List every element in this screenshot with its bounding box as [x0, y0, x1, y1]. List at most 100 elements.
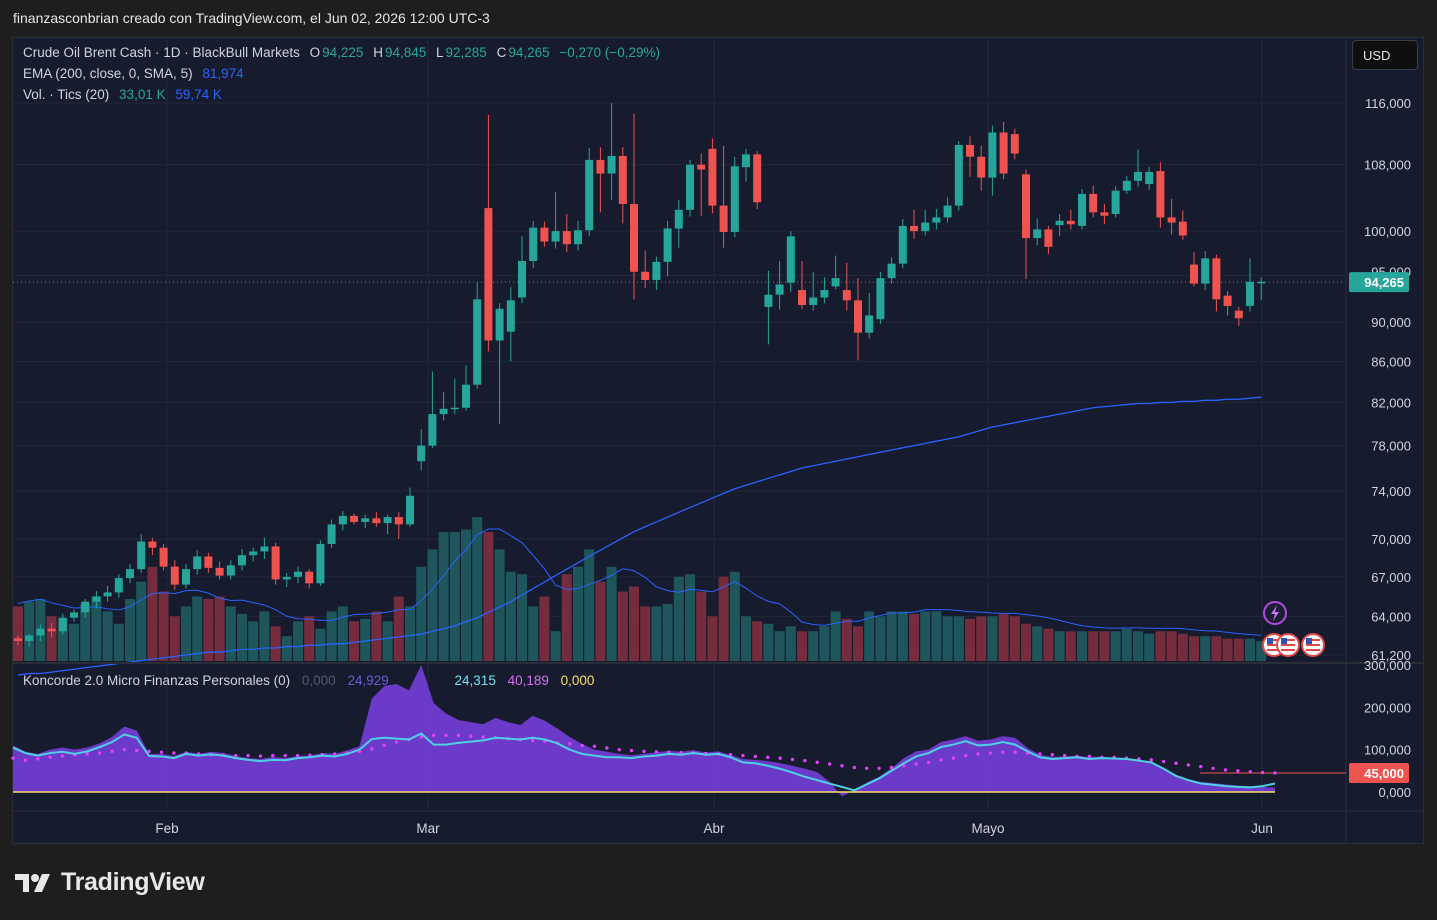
volume-bar [953, 616, 964, 661]
volume-bar [617, 591, 628, 661]
candle-body [1089, 193, 1098, 213]
volume-bar [931, 611, 942, 661]
volume-bar [763, 623, 774, 661]
koncorde-dot [456, 733, 461, 737]
volume-bar [371, 611, 382, 661]
volume-bar [550, 631, 561, 661]
volume-bar [875, 616, 886, 661]
candle-body [1257, 281, 1266, 284]
volume-bar [573, 566, 583, 661]
currency-button[interactable]: USD [1352, 40, 1418, 70]
koncorde-value-1: 0,000 [301, 673, 336, 688]
price-tick-label: 116,000 [1365, 96, 1411, 111]
volume-bar [897, 611, 908, 661]
candle-body [450, 407, 459, 410]
volume-bar [785, 626, 796, 661]
candle-body [204, 556, 213, 568]
volume-bar [360, 618, 371, 661]
candle-body [876, 278, 885, 320]
us-flag-stripe [1281, 639, 1295, 641]
tradingview-brand[interactable]: TradingView [15, 868, 205, 897]
candle-body [1201, 258, 1210, 284]
candle-body [215, 567, 224, 576]
koncorde-dot [419, 735, 423, 739]
volume-bar [830, 611, 841, 661]
koncorde-value-5: 0,000 [560, 673, 595, 688]
candle-body [1122, 180, 1131, 191]
candle-body [1134, 171, 1142, 181]
volume-bar [774, 631, 785, 661]
koncorde-dot [1087, 754, 1092, 759]
volume-bar [864, 611, 875, 661]
volume-bar [102, 611, 113, 661]
volume-bar [673, 576, 684, 661]
ema-legend[interactable]: EMA (200, close, 0, SMA, 5) 81,974 [23, 66, 246, 81]
candle-body [1178, 221, 1187, 236]
candle-body [999, 132, 1008, 174]
koncorde-dot [840, 764, 844, 768]
koncorde-dot [48, 755, 52, 759]
volume-bar [248, 621, 259, 661]
koncorde-dot [23, 758, 28, 762]
volume-bar [741, 616, 751, 661]
candle-body [1190, 264, 1198, 284]
volume-bar [80, 603, 91, 661]
candle-body [182, 569, 190, 585]
volume-bar [416, 566, 427, 661]
volume-bar [158, 591, 169, 661]
volume-bar [729, 571, 740, 661]
koncorde-dot [1186, 763, 1191, 767]
candle-body [417, 445, 426, 462]
volume-bar [998, 613, 1009, 661]
price-tick-label: 100,000 [1364, 224, 1411, 239]
candle-body [966, 144, 974, 157]
candle-body [1055, 220, 1064, 226]
volume-bar [405, 606, 415, 661]
candle-body [708, 148, 717, 206]
candle-body [137, 541, 146, 570]
chart-frame[interactable] [12, 37, 1424, 844]
candle-body [887, 263, 896, 279]
low-label: L [436, 45, 444, 60]
symbol-label[interactable]: Crude Oil Brent Cash · 1D · BlackBull Ma… [23, 45, 300, 60]
candle-body [462, 384, 470, 408]
last-price-tag [1349, 272, 1409, 293]
candle-body [1156, 171, 1165, 218]
koncorde-dot [865, 766, 869, 770]
candle-body [775, 284, 784, 295]
koncorde-dot [530, 738, 535, 743]
volume-bar [259, 611, 270, 661]
koncorde-dot [394, 740, 399, 744]
volume-bar [797, 631, 807, 661]
volume-bar [909, 613, 919, 661]
volume-bar [819, 626, 830, 661]
volume-bar [662, 603, 673, 661]
koncorde-dot [1199, 764, 1203, 769]
candle-body [854, 300, 862, 333]
candle-body [630, 203, 638, 272]
candle-body [1145, 171, 1154, 185]
candle-body [540, 227, 549, 242]
koncorde-dot [36, 757, 40, 761]
koncorde-dot [234, 753, 238, 758]
volume-bar [1144, 633, 1155, 661]
candle-body [921, 222, 930, 232]
candle-body [271, 546, 280, 580]
volume-legend[interactable]: Vol. · Tics (20) 33,01 K 59,74 K [23, 87, 224, 102]
candle-body [495, 308, 504, 341]
candle-body [988, 132, 997, 178]
candle-body [977, 156, 986, 178]
price-tick-label: 82,000 [1371, 395, 1411, 410]
candle-body [831, 278, 840, 287]
volume-bar [472, 517, 483, 661]
candle-body [25, 635, 34, 642]
koncorde-dot [728, 753, 733, 757]
volume-ma-line [17, 528, 1262, 636]
candle-body [47, 628, 56, 632]
volume-bar [136, 581, 147, 661]
koncorde-tick-label: 200,000 [1364, 700, 1411, 715]
volume-bar [203, 599, 214, 661]
koncorde-legend[interactable]: Koncorde 2.0 Micro Finanzas Personales (… [23, 673, 596, 688]
koncorde-dot [1211, 766, 1215, 770]
